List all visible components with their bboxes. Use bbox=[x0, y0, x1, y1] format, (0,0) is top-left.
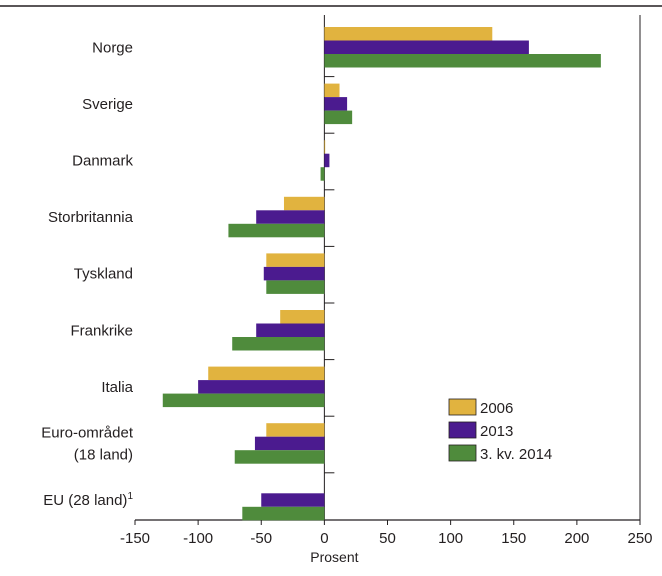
legend-label: 2013 bbox=[480, 423, 513, 440]
x-tick-label: 100 bbox=[438, 530, 463, 547]
category-label: (18 land) bbox=[74, 446, 133, 463]
x-tick-label: -50 bbox=[250, 530, 272, 547]
x-axis-title: Prosent bbox=[310, 549, 358, 565]
bar-2006-6 bbox=[208, 366, 325, 381]
plot-frame bbox=[135, 15, 641, 521]
bar-3-kv-2014-1 bbox=[324, 110, 353, 125]
bar-3-kv-2014-2 bbox=[320, 167, 325, 181]
category-labels: Norge Sverige Danmark Storbritannia Tyskland… bbox=[41, 39, 134, 509]
bar-2006-4 bbox=[266, 253, 325, 267]
bar-2013-2 bbox=[324, 153, 330, 168]
category-label: Storbritannia bbox=[48, 209, 134, 226]
category-label: Frankrike bbox=[70, 322, 133, 339]
bar-3-kv-2014-8 bbox=[242, 506, 325, 521]
bar-2006-1 bbox=[324, 83, 340, 98]
bar-3-kv-2014-7 bbox=[234, 450, 325, 464]
x-tick-label: 50 bbox=[379, 530, 396, 547]
category-label: EU (28 land)1 bbox=[43, 491, 133, 509]
bar-2013-3 bbox=[256, 210, 325, 224]
bar-2013-0 bbox=[324, 40, 529, 54]
bar-2013-8 bbox=[261, 493, 325, 507]
bar-3-kv-2014-0 bbox=[324, 54, 601, 68]
category-label: Euro-området bbox=[41, 424, 134, 441]
bar-2013-4 bbox=[263, 266, 325, 281]
bar-2006-7 bbox=[266, 423, 325, 437]
bar-2006-2 bbox=[324, 140, 326, 154]
bar-2006-5 bbox=[280, 310, 325, 324]
bar-3-kv-2014-6 bbox=[162, 393, 325, 408]
legend-swatch bbox=[448, 421, 477, 439]
bar-2013-1 bbox=[324, 97, 348, 111]
bar-3-kv-2014-4 bbox=[266, 280, 325, 294]
x-tick-label: -100 bbox=[183, 530, 213, 547]
bar-3-kv-2014-3 bbox=[228, 223, 325, 238]
x-tick-label: -150 bbox=[120, 530, 150, 547]
category-label: Italia bbox=[101, 379, 133, 396]
bar-3-kv-2014-5 bbox=[232, 337, 325, 351]
legend-swatch bbox=[448, 444, 477, 462]
legend-swatch bbox=[448, 398, 477, 416]
category-label: Norge bbox=[92, 39, 133, 56]
bar-2013-6 bbox=[198, 380, 325, 394]
legend-label: 2006 bbox=[480, 400, 513, 417]
category-label: Tyskland bbox=[74, 266, 133, 283]
legend: 2006 2013 3. kv. 2014 bbox=[448, 398, 552, 463]
bar-2013-5 bbox=[256, 323, 325, 337]
x-tick-labels: -150 -100 -50 0 50 100 150 200 250 bbox=[120, 520, 653, 547]
category-label: Sverige bbox=[82, 96, 133, 113]
x-tick-label: 0 bbox=[320, 530, 328, 547]
legend-label: 3. kv. 2014 bbox=[480, 446, 552, 463]
bars-group bbox=[162, 27, 601, 521]
x-tick-label: 150 bbox=[501, 530, 526, 547]
bar-2013-7 bbox=[254, 436, 325, 451]
category-label: Danmark bbox=[72, 152, 133, 169]
x-tick-label: 200 bbox=[564, 530, 589, 547]
x-tick-label: 250 bbox=[627, 530, 652, 547]
bar-2006-3 bbox=[283, 196, 325, 211]
bar-2006-0 bbox=[324, 27, 493, 41]
